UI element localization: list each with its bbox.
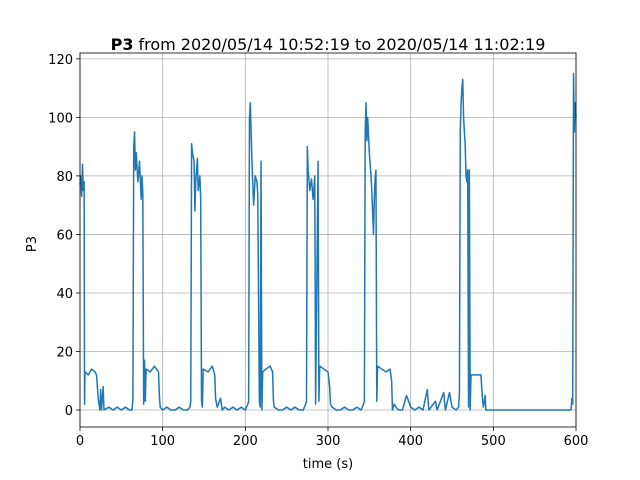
y-tick-label: 80 [56, 170, 73, 185]
x-tick-label: 600 [564, 434, 589, 449]
x-tick-label: 0 [76, 434, 84, 449]
x-tick-label: 100 [150, 434, 175, 449]
title-text: from 2020/05/14 10:52:19 to 2020/05/14 1… [138, 35, 545, 54]
y-axis-label: P3 [25, 236, 40, 252]
y-tick-label: 0 [65, 404, 73, 419]
y-tick-label: 40 [56, 287, 73, 302]
data-line [79, 72, 577, 411]
y-tick-label: 20 [56, 345, 73, 360]
x-tick-label: 300 [316, 434, 341, 449]
x-axis-label: time (s) [303, 457, 353, 472]
x-tick-label: 400 [398, 434, 423, 449]
plot-frame [79, 52, 577, 428]
x-tick-label: 200 [233, 434, 258, 449]
chart-title: P3 from 2020/05/14 10:52:19 to 2020/05/14… [111, 35, 546, 54]
x-tick-label: 500 [481, 434, 506, 449]
y-tick-label: 120 [48, 53, 73, 68]
y-tick-label: 100 [48, 111, 73, 126]
title-bold: P3 [111, 35, 134, 54]
y-tick-label: 60 [56, 228, 73, 243]
